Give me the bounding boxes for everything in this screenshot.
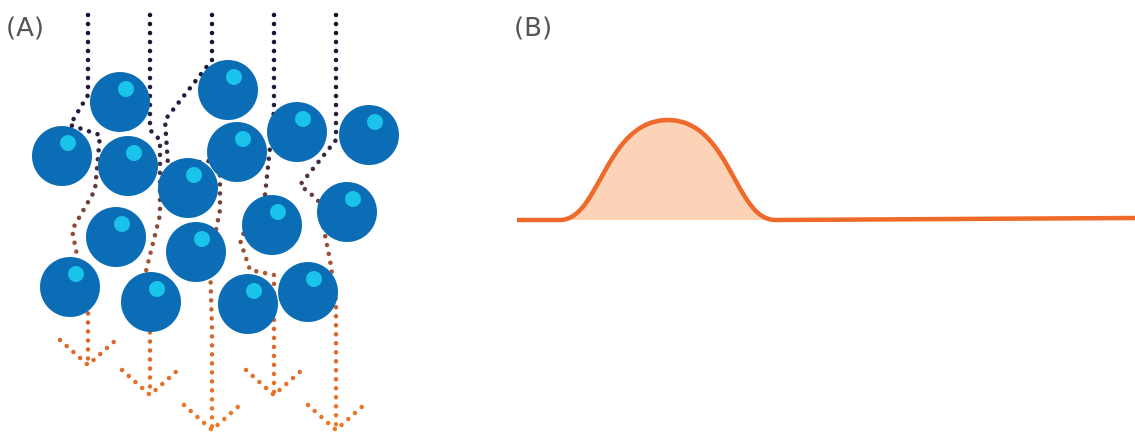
particle	[218, 274, 278, 334]
sphere	[86, 207, 146, 267]
particle	[32, 126, 92, 186]
particle	[317, 182, 377, 242]
sphere	[198, 60, 258, 120]
highlight	[186, 167, 202, 183]
highlight	[295, 111, 311, 127]
highlight	[345, 191, 361, 207]
sphere	[278, 262, 338, 322]
sphere	[267, 102, 327, 162]
particle	[267, 102, 327, 162]
sphere	[166, 222, 226, 282]
particle	[86, 207, 146, 267]
highlight	[149, 281, 165, 297]
particle	[90, 72, 150, 132]
particle	[339, 105, 399, 165]
highlight	[226, 69, 242, 85]
sphere	[218, 274, 278, 334]
sphere	[40, 257, 100, 317]
page: (A) (B) (() => { const data = JSON.parse…	[0, 0, 1135, 437]
particle	[242, 195, 302, 255]
particle	[278, 262, 338, 322]
particle	[166, 222, 226, 282]
sphere	[242, 195, 302, 255]
highlight	[306, 271, 322, 287]
highlight	[235, 131, 251, 147]
highlight	[60, 135, 76, 151]
panel-label: (B)	[514, 13, 552, 43]
highlight	[270, 204, 286, 220]
highlight	[114, 216, 130, 232]
highlight	[68, 266, 84, 282]
sphere	[317, 182, 377, 242]
sphere	[158, 158, 218, 218]
particle	[121, 272, 181, 332]
particle	[198, 60, 258, 120]
sphere	[98, 136, 158, 196]
highlight	[367, 114, 383, 130]
figure: (A) (B)	[0, 0, 1135, 437]
arrow-head	[122, 370, 178, 395]
sphere	[32, 126, 92, 186]
particle	[98, 136, 158, 196]
particle	[207, 122, 267, 182]
highlight	[194, 231, 210, 247]
highlight	[246, 283, 262, 299]
peak-area	[517, 120, 775, 220]
sphere	[121, 272, 181, 332]
sphere	[207, 122, 267, 182]
arrow-head	[60, 340, 116, 365]
sphere	[90, 72, 150, 132]
panel-label: (A)	[6, 13, 44, 43]
highlight	[118, 81, 134, 97]
particles	[32, 60, 399, 334]
sphere	[339, 105, 399, 165]
highlight	[126, 145, 142, 161]
particle	[158, 158, 218, 218]
particle	[40, 257, 100, 317]
flow-path	[145, 15, 160, 395]
